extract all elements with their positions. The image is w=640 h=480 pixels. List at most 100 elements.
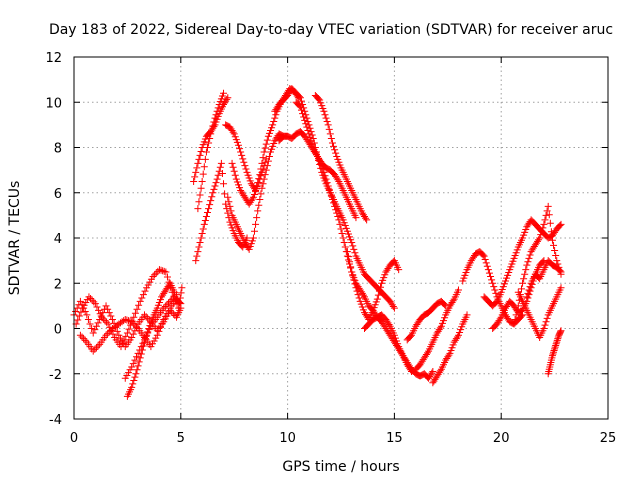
data-point bbox=[330, 142, 338, 150]
data-point bbox=[546, 219, 554, 227]
data-point bbox=[236, 145, 244, 153]
data-point bbox=[104, 305, 112, 313]
data-point bbox=[192, 168, 200, 176]
data-point bbox=[302, 120, 310, 128]
series-arc-e bbox=[121, 291, 181, 382]
data-point bbox=[160, 267, 168, 275]
data-point bbox=[373, 295, 381, 303]
data-point bbox=[238, 151, 246, 159]
data-point bbox=[556, 222, 564, 230]
data-point bbox=[207, 197, 215, 205]
data-point bbox=[304, 127, 312, 135]
data-point bbox=[256, 196, 264, 204]
data-point bbox=[351, 249, 359, 257]
data-point bbox=[389, 302, 397, 310]
data-point bbox=[196, 191, 204, 199]
data-point bbox=[320, 107, 328, 115]
data-point bbox=[374, 291, 382, 299]
data-point bbox=[229, 128, 237, 136]
data-point bbox=[536, 234, 544, 242]
data-point bbox=[523, 293, 531, 301]
data-point bbox=[355, 294, 363, 302]
data-point bbox=[89, 347, 97, 355]
data-point bbox=[492, 289, 500, 297]
data-point bbox=[93, 303, 101, 311]
y-tick-label-7: 10 bbox=[45, 96, 62, 111]
data-point bbox=[537, 231, 545, 239]
data-point bbox=[213, 175, 221, 183]
data-point bbox=[259, 165, 267, 173]
data-point bbox=[132, 323, 140, 331]
data-point bbox=[514, 302, 522, 310]
data-point bbox=[83, 311, 91, 319]
data-point bbox=[557, 268, 565, 276]
data-point bbox=[224, 193, 232, 201]
data-point bbox=[295, 93, 303, 101]
data-point bbox=[262, 155, 270, 163]
data-point bbox=[297, 97, 305, 105]
data-point bbox=[255, 179, 263, 187]
data-point bbox=[551, 343, 559, 351]
data-point bbox=[74, 316, 82, 324]
data-point bbox=[191, 173, 199, 181]
data-point bbox=[385, 321, 393, 329]
data-point bbox=[479, 251, 487, 259]
data-point bbox=[334, 176, 342, 184]
data-marks bbox=[70, 85, 565, 400]
data-point bbox=[449, 297, 457, 305]
data-point bbox=[228, 159, 236, 167]
data-point bbox=[117, 343, 125, 351]
data-point bbox=[136, 354, 144, 362]
x-tick-label-2: 10 bbox=[279, 431, 296, 446]
data-point bbox=[221, 190, 229, 198]
data-point bbox=[325, 125, 333, 133]
x-tick-label-0: 0 bbox=[70, 431, 78, 446]
data-point bbox=[257, 172, 265, 180]
data-point bbox=[556, 267, 564, 275]
data-point bbox=[223, 95, 231, 103]
data-point bbox=[87, 295, 95, 303]
data-point bbox=[211, 182, 219, 190]
y-tick-label-2: 0 bbox=[54, 323, 62, 338]
data-point bbox=[216, 163, 224, 171]
x-tick-label-3: 15 bbox=[386, 431, 403, 446]
data-point bbox=[337, 225, 345, 233]
series-arc-f bbox=[192, 159, 251, 265]
data-point bbox=[548, 236, 556, 244]
y-tick-label-5: 6 bbox=[54, 187, 62, 202]
data-point bbox=[254, 207, 262, 215]
data-point bbox=[201, 216, 209, 224]
data-point bbox=[261, 144, 269, 152]
data-point bbox=[123, 316, 131, 324]
data-point bbox=[193, 164, 201, 172]
data-point bbox=[321, 172, 329, 180]
data-point bbox=[162, 268, 170, 276]
data-point bbox=[305, 130, 313, 138]
data-point bbox=[205, 205, 213, 213]
data-point bbox=[331, 146, 339, 154]
data-point bbox=[94, 342, 102, 350]
series-arc-q bbox=[360, 311, 437, 382]
data-point bbox=[436, 367, 444, 375]
data-point bbox=[330, 199, 338, 207]
data-point bbox=[131, 356, 139, 364]
data-point bbox=[177, 300, 185, 308]
data-point bbox=[517, 285, 525, 293]
data-point bbox=[129, 330, 137, 338]
data-point bbox=[554, 335, 562, 343]
data-point bbox=[76, 331, 84, 339]
data-point bbox=[200, 220, 208, 228]
data-point bbox=[525, 286, 533, 294]
data-point bbox=[541, 216, 549, 224]
data-point bbox=[205, 139, 213, 147]
data-point bbox=[340, 239, 348, 247]
data-point bbox=[240, 158, 248, 166]
data-point bbox=[195, 243, 203, 251]
data-point bbox=[346, 258, 354, 266]
data-point bbox=[91, 300, 99, 308]
data-point bbox=[269, 121, 277, 129]
data-point bbox=[487, 272, 495, 280]
data-point bbox=[92, 344, 100, 352]
data-point bbox=[480, 252, 488, 260]
data-point bbox=[72, 308, 80, 316]
